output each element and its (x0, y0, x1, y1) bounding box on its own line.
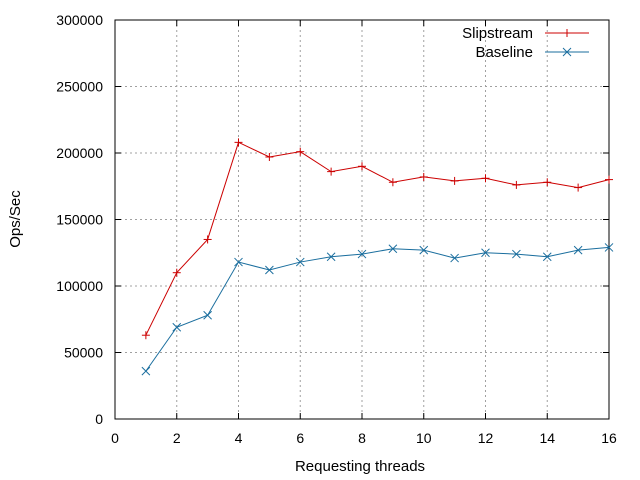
data-point-slipstream (141, 331, 150, 340)
data-point-baseline (265, 265, 274, 275)
y-axis-label: Ops/Sec (7, 190, 24, 248)
y-tick-label: 150000 (56, 212, 103, 228)
data-point-baseline (172, 322, 182, 332)
axis-ticks: 0 50000 100000 150000 200000 250000 300000 0 2 4 6… (56, 12, 617, 446)
data-point-slipstream (327, 167, 336, 176)
data-point-slipstream (450, 176, 459, 185)
data-point-baseline (295, 257, 305, 267)
data-point-slipstream (574, 183, 583, 192)
data-point-slipstream (605, 175, 613, 184)
data-point-slipstream (234, 138, 243, 147)
data-point-slipstream (358, 162, 366, 171)
legend-marker-baseline (562, 47, 572, 57)
data-point-baseline (141, 366, 151, 376)
x-tick-label: 8 (358, 430, 366, 446)
y-tick-label: 300000 (56, 12, 103, 28)
x-tick-label: 12 (478, 430, 494, 446)
data-point-baseline (388, 244, 398, 254)
legend-label-baseline: Baseline (475, 44, 533, 61)
data-point-slipstream (265, 152, 274, 161)
y-tick-label: 0 (95, 411, 103, 427)
data-point-baseline (542, 252, 552, 262)
x-tick-label: 2 (173, 430, 181, 446)
grid (115, 20, 609, 419)
legend-label-slipstream: Slipstream (462, 25, 533, 42)
data-point-baseline (573, 245, 583, 255)
x-axis-label: Requesting threads (295, 458, 425, 475)
data-point-baseline (481, 248, 490, 258)
x-tick-label: 16 (601, 430, 617, 446)
data-point-baseline (419, 245, 429, 255)
data-point-slipstream (172, 268, 181, 277)
data-point-slipstream (512, 180, 521, 189)
data-point-slipstream (481, 174, 490, 183)
data-point-slipstream (296, 147, 305, 156)
data-point-baseline (326, 252, 336, 262)
x-tick-label: 14 (539, 430, 555, 446)
x-tick-label: 4 (235, 430, 243, 446)
data-point-slipstream (543, 178, 552, 187)
data-point-slipstream (419, 172, 428, 181)
y-tick-label: 50000 (64, 345, 103, 361)
data-point-baseline (450, 253, 459, 263)
data-point-baseline (512, 249, 521, 259)
y-tick-label: 100000 (56, 278, 103, 294)
x-tick-label: 0 (111, 430, 119, 446)
data-point-baseline (357, 249, 367, 259)
data-point-baseline (604, 243, 614, 252)
data-point-baseline (203, 310, 212, 320)
data-point-slipstream (203, 235, 212, 244)
data-point-baseline (234, 257, 243, 267)
y-tick-label: 200000 (56, 145, 103, 161)
legend: Slipstream Baseline (462, 25, 589, 61)
series-group (141, 138, 614, 376)
y-tick-label: 250000 (56, 79, 103, 95)
data-point-slipstream (388, 178, 397, 187)
legend-marker-slipstream (563, 29, 571, 37)
x-tick-label: 6 (296, 430, 304, 446)
series-line-slipstream (145, 141, 610, 336)
x-tick-label: 10 (416, 430, 432, 446)
series-line-baseline (145, 246, 610, 372)
